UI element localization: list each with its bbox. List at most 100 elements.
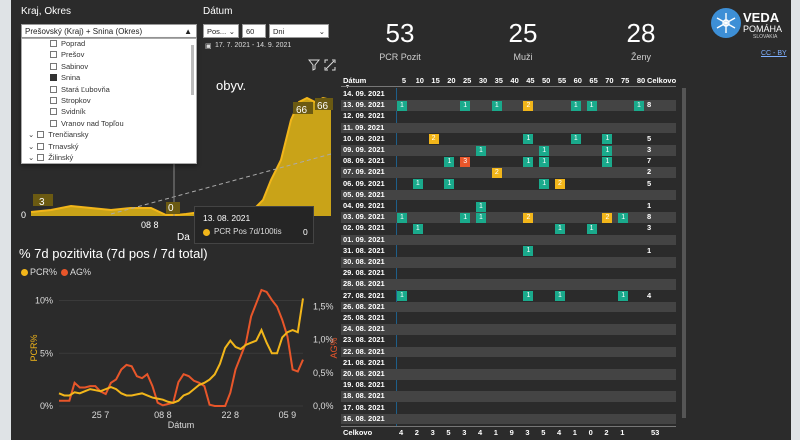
tooltip-series-dot	[203, 229, 210, 236]
dropdown-scrollbar[interactable]	[191, 45, 194, 95]
kpi-men-label: Muži	[513, 52, 533, 62]
matrix-row-band	[341, 301, 676, 313]
y2-tick: 0,5%	[313, 368, 334, 378]
tooltip-series: PCR Pos 7d/100tis	[214, 227, 282, 236]
upper-label-left: 3	[39, 197, 45, 208]
region-option[interactable]: ⌄ Trenčiansky	[28, 129, 88, 140]
matrix-column-header: 50	[542, 76, 551, 85]
checkbox[interactable]	[50, 85, 57, 93]
region-option-label: Trnavský	[48, 141, 79, 151]
matrix-count-cell: 1	[444, 179, 455, 190]
matrix-row-total: 5	[647, 133, 652, 143]
region-option[interactable]: Poprad	[50, 39, 85, 49]
matrix-count-cell: 1	[444, 156, 455, 167]
period-mode-value: Pos...	[207, 27, 227, 36]
checkbox[interactable]	[50, 108, 57, 116]
matrix-row-date: 26. 08. 2021	[343, 301, 385, 311]
region-select-value: Prešovský (Kraj) + Snina (Okres)	[25, 27, 143, 36]
checkbox[interactable]	[37, 131, 45, 139]
matrix-row-date: 07. 09. 2021	[343, 167, 385, 177]
region-dropdown-list[interactable]: Poprad Prešov Sabinov Snina Stará Ľubovňa Str…	[21, 38, 197, 164]
matrix-count-cell: 1	[397, 100, 407, 111]
matrix-row-band	[341, 391, 676, 402]
checkbox[interactable]	[37, 154, 45, 161]
region-option-label: Stropkov	[61, 96, 91, 105]
matrix-count-cell: 3	[460, 156, 471, 167]
x-tick: 22 8	[222, 410, 240, 420]
period-unit-select[interactable]: Dni ⌄	[269, 24, 329, 38]
upper-x-axis-title: Da	[177, 232, 190, 243]
checkbox[interactable]	[50, 51, 57, 59]
matrix-count-cell: 1	[397, 212, 407, 223]
license-link[interactable]: CC - BY	[761, 50, 787, 57]
matrix-date-header: Dátum	[343, 76, 367, 85]
matrix-count-cell: 1	[570, 100, 581, 111]
region-option[interactable]: Stará Ľubovňa	[50, 84, 110, 95]
upper-label-right-bg-1	[293, 102, 313, 114]
region-option[interactable]: ⌄ Trnavský	[28, 141, 78, 152]
matrix-column-header: 65	[589, 76, 598, 85]
matrix-row-date: 02. 09. 2021	[343, 223, 385, 233]
matrix-count-cell: 1	[476, 145, 486, 156]
expand-icon[interactable]	[324, 58, 336, 76]
matrix-count-cell: 1	[412, 179, 423, 190]
y2-tick: 0,0%	[313, 401, 334, 411]
period-value-input[interactable]: 60	[242, 24, 266, 38]
matrix-row-date: 10. 09. 2021	[343, 133, 385, 143]
checkbox[interactable]	[50, 74, 57, 82]
region-option[interactable]: Sabinov	[50, 61, 88, 72]
kpi-pcr-value: 53	[385, 18, 415, 48]
matrix-count-cell: 1	[586, 223, 597, 234]
region-filter-label: Kraj, Okres	[21, 6, 72, 17]
brand-name-2: POMÁHA	[743, 24, 783, 34]
region-option-label: Prešov	[61, 50, 85, 60]
region-option[interactable]: Snina	[50, 72, 80, 83]
matrix-column-header: 45	[526, 76, 535, 85]
matrix-row-band	[341, 257, 676, 268]
matrix-row-date: 19. 08. 2021	[343, 380, 385, 390]
period-mode-select[interactable]: Pos... ⌄	[203, 24, 239, 38]
checkbox[interactable]	[50, 119, 57, 127]
checkbox[interactable]	[50, 62, 57, 70]
filter-icon[interactable]	[307, 58, 321, 76]
matrix-scrollbar[interactable]	[682, 88, 686, 418]
x-tick: 25 7	[92, 410, 110, 420]
matrix-column-total: 1	[572, 428, 577, 437]
upper-trend-line	[110, 153, 332, 215]
y2-tick: 1,0%	[313, 335, 334, 345]
matrix-count-cell: 1	[555, 223, 565, 234]
region-option-label: Stará Ľubovňa	[61, 84, 110, 94]
matrix-row-date: 01. 09. 2021	[343, 234, 385, 244]
matrix-row-band	[341, 167, 676, 178]
kpi-women-value: 28	[626, 18, 656, 48]
positivity-line-chart: 0% 5% 10% 0,0% 0,5% 1,0% 1,5% 25 7 08 8 22 8 05 9 D…	[29, 288, 339, 430]
matrix-row-date: 28. 08. 2021	[343, 279, 385, 289]
region-option[interactable]: Vranov nad Topľou	[50, 118, 124, 129]
region-option-label: Vranov nad Topľou	[61, 118, 124, 128]
checkbox[interactable]	[50, 40, 57, 47]
checkbox[interactable]	[50, 97, 57, 104]
y2-tick: 1,5%	[313, 302, 334, 312]
chevron-down-icon[interactable]: ⌄	[28, 141, 35, 151]
matrix-header-divider	[341, 86, 676, 87]
kpi-women-label: Ženy	[630, 52, 651, 62]
matrix-column-header: 10	[415, 76, 424, 85]
checkbox[interactable]	[37, 142, 45, 150]
matrix-row-date: 03. 09. 2021	[343, 212, 385, 222]
region-option[interactable]: Svidník	[50, 106, 86, 117]
matrix-count-cell: 1	[523, 291, 534, 302]
matrix-row-date: 16. 08. 2021	[343, 413, 385, 423]
matrix-row-band	[341, 100, 676, 111]
region-option-label: Svidník	[61, 107, 86, 117]
matrix-total-header: Celkovo	[647, 76, 677, 85]
matrix-column-total: 1	[620, 428, 625, 437]
region-option-label: Snina	[61, 73, 81, 83]
chevron-down-icon[interactable]: ⌄	[28, 153, 35, 162]
matrix-column-total: 4	[557, 428, 562, 437]
dashboard: obyv. 3 0 66 66 0 08 8 Da 13. 08. 2021 P…	[11, 0, 791, 440]
chevron-down-icon[interactable]: ⌄	[28, 130, 35, 140]
region-option[interactable]: Prešov	[50, 49, 84, 60]
region-select[interactable]: Prešovský (Kraj) + Snina (Okres) ▲	[21, 24, 197, 38]
region-option[interactable]: ⌄ Žilinský	[28, 152, 73, 163]
region-option[interactable]: Stropkov	[50, 95, 91, 106]
